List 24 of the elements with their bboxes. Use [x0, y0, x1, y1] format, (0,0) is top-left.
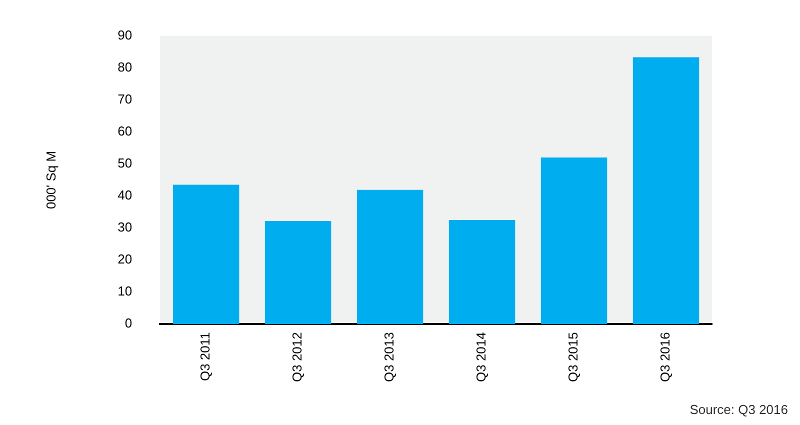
bar: [356, 190, 424, 324]
y-tick-label: 0: [124, 316, 132, 331]
bar: [264, 220, 332, 324]
bar: [448, 220, 516, 324]
y-tick-label: 50: [118, 156, 132, 171]
y-tick-label: 40: [118, 188, 132, 203]
source-note: Source: Q3 2016: [690, 402, 788, 417]
y-tick-label: 20: [118, 252, 132, 267]
y-tick-label: 80: [118, 59, 132, 74]
y-tick-label: 30: [118, 220, 132, 235]
bar: [540, 158, 608, 324]
y-tick-label: 70: [118, 91, 132, 106]
x-tick-label: Q3 2011: [198, 332, 213, 382]
y-axis-title: 000' Sq M: [43, 150, 58, 210]
x-tick-label: Q3 2015: [566, 332, 581, 382]
x-tick-label: Q3 2012: [290, 332, 305, 382]
x-tick-label: Q3 2013: [382, 332, 397, 382]
bar: [632, 57, 700, 324]
x-tick-label: Q3 2016: [658, 332, 673, 382]
y-tick-label: 90: [118, 27, 132, 42]
y-tick-label: 10: [118, 284, 132, 299]
x-tick-label: Q3 2014: [474, 332, 489, 382]
bar: [172, 184, 240, 324]
y-tick-label: 60: [118, 123, 132, 138]
